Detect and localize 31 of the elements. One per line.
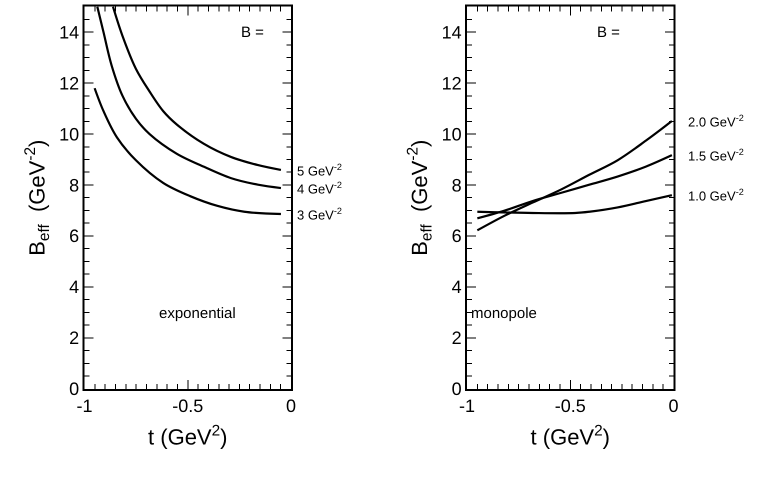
x-axis-title: t (GeV$^{2}$) <box>148 422 228 450</box>
y-tick-label: 12 <box>59 73 80 94</box>
y-tick-label: 8 <box>452 175 462 196</box>
y-tick-label: 8 <box>69 175 80 196</box>
annotation: B = <box>241 24 264 41</box>
y-tick-label: 14 <box>59 22 80 42</box>
legend-label: 1.5 GeV$^{-2}$ <box>688 147 744 164</box>
legend-label: 2.0 GeV$^{-2}$ <box>688 113 744 130</box>
y-tick-label: 14 <box>442 22 462 42</box>
legend-label: 1.0 GeV$^{-2}$ <box>688 187 744 204</box>
x-tick-label: -0.5 <box>172 396 204 416</box>
y-tick-label: 10 <box>59 124 80 144</box>
annotation: monopole <box>471 305 537 322</box>
annotation: exponential <box>159 305 236 322</box>
y-tick-label: 2 <box>69 328 80 348</box>
y-tick-label: 10 <box>442 124 462 144</box>
x-tick-label: 0 <box>286 396 296 416</box>
annotation: B = <box>597 24 620 41</box>
legend-label: 3 GeV$^{-2}$ <box>297 206 342 222</box>
x-tick-label: 0 <box>668 396 679 416</box>
x-tick-label: -0.5 <box>554 396 586 416</box>
x-axis-title: t (GeV$^{2}$) <box>530 422 610 450</box>
y-tick-label: 2 <box>452 328 462 348</box>
y-tick-label: 6 <box>69 226 80 246</box>
y-tick-label: 4 <box>69 277 80 298</box>
line-series <box>94 87 282 216</box>
y-tick-label: 12 <box>442 73 462 94</box>
legend-label: 5 GeV$^{-2}$ <box>297 162 342 178</box>
y-tick-label: 6 <box>452 226 462 246</box>
legend-label: 4 GeV$^{-2}$ <box>297 180 342 196</box>
y-tick-label: 4 <box>452 277 462 298</box>
